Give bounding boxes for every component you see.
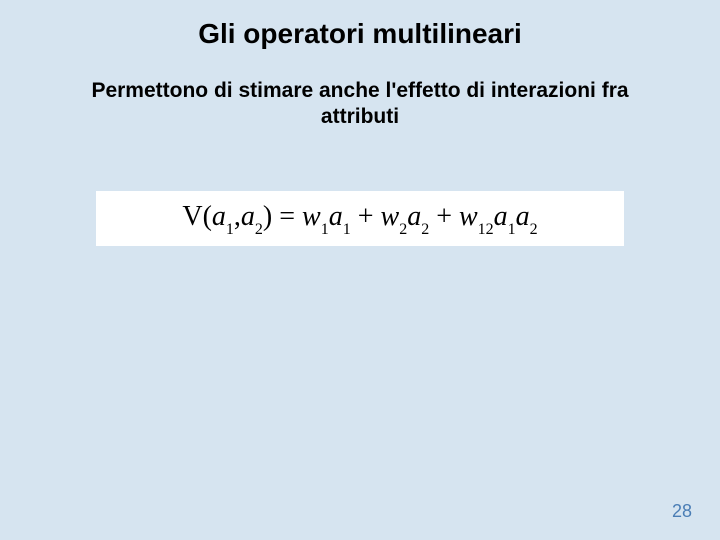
f-a2c: a: [516, 201, 530, 232]
f-rp: ): [263, 201, 272, 232]
f-w2-sub: 2: [399, 221, 407, 238]
f-w1-sub: 1: [321, 221, 329, 238]
slide: Gli operatori multilineari Permettono di…: [0, 0, 720, 540]
f-V: V: [182, 201, 202, 232]
f-a2: a: [241, 201, 255, 232]
f-a2-sub: 2: [255, 221, 263, 238]
f-a1: a: [212, 201, 226, 232]
f-a1b: a: [329, 201, 343, 232]
f-comma: ,: [234, 201, 241, 232]
f-a1c: a: [494, 201, 508, 232]
slide-title: Gli operatori multilineari: [0, 0, 720, 50]
f-a1b-sub: 1: [343, 221, 351, 238]
f-plus2: +: [429, 201, 459, 232]
f-w2: w: [381, 201, 400, 232]
f-w12: w: [459, 201, 478, 232]
subtitle-line2: attributi: [321, 105, 399, 128]
f-plus1: +: [351, 201, 381, 232]
f-eq: =: [272, 201, 302, 232]
slide-subtitle: Permettono di stimare anche l'effetto di…: [0, 78, 720, 131]
subtitle-line1: Permettono di stimare anche l'effetto di…: [91, 79, 628, 102]
f-a1c-sub: 1: [508, 221, 516, 238]
f-a2b-sub: 2: [421, 221, 429, 238]
f-w1: w: [302, 201, 321, 232]
page-number: 28: [672, 501, 692, 522]
f-a2b: a: [407, 201, 421, 232]
f-lp: (: [203, 201, 212, 232]
formula: V(a1,a2) = w1a1 + w2a2 + w12a1a2: [182, 201, 537, 232]
f-a1-sub: 1: [226, 221, 234, 238]
formula-box: V(a1,a2) = w1a1 + w2a2 + w12a1a2: [96, 191, 624, 247]
f-a2c-sub: 2: [530, 221, 538, 238]
f-w12-sub: 12: [478, 221, 494, 238]
